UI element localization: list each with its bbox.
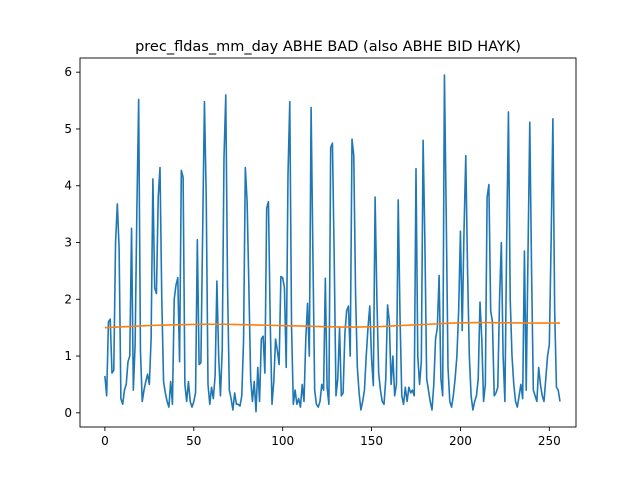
x-tick-label: 200 bbox=[449, 434, 472, 448]
y-tick-label: 5 bbox=[64, 122, 72, 136]
chart-title: prec_fldas_mm_day ABHE BAD (also ABHE BI… bbox=[135, 39, 521, 55]
x-tick-label: 250 bbox=[538, 434, 561, 448]
y-tick-label: 0 bbox=[64, 406, 72, 420]
x-tick-label: 0 bbox=[101, 434, 109, 448]
y-tick-label: 2 bbox=[64, 292, 72, 306]
y-tick-label: 6 bbox=[64, 65, 72, 79]
plot-area bbox=[104, 74, 561, 413]
x-tick-label: 100 bbox=[271, 434, 294, 448]
series-line-0 bbox=[104, 74, 561, 413]
y-tick-label: 1 bbox=[64, 349, 72, 363]
series-line-1 bbox=[104, 321, 560, 329]
x-tick-label: 150 bbox=[360, 434, 383, 448]
axes-frame bbox=[79, 57, 577, 428]
y-tick-label: 3 bbox=[64, 236, 72, 250]
x-axis: 0 50 100 150 200 250 bbox=[101, 427, 561, 448]
x-tick-label: 50 bbox=[186, 434, 201, 448]
y-tick-label: 4 bbox=[64, 179, 72, 193]
y-axis: 0 1 2 3 4 5 6 bbox=[64, 65, 80, 420]
